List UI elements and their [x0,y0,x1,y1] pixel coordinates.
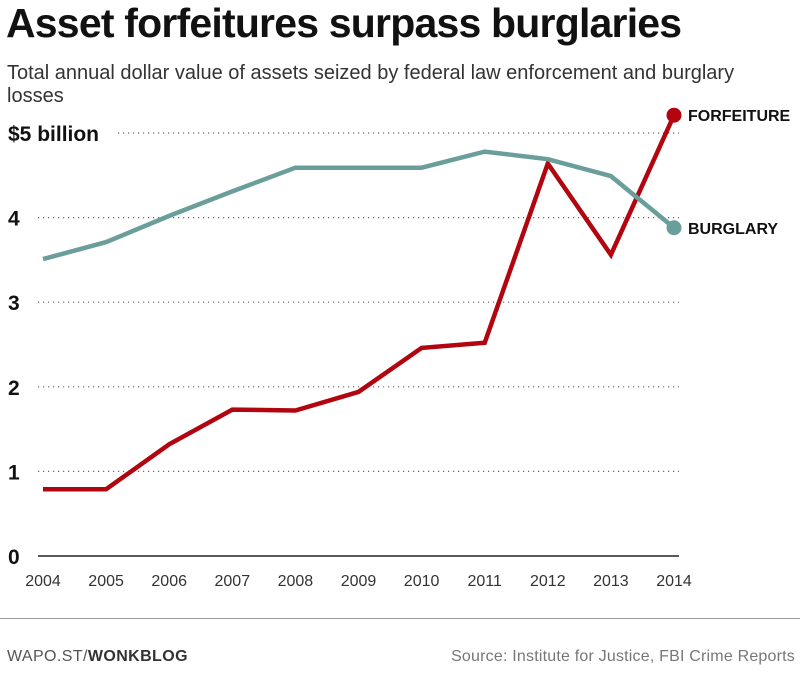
chart-subtitle: Total annual dollar value of assets seiz… [7,62,735,107]
x-tick-label-2008: 2008 [278,573,314,590]
forfeiture-line [43,114,677,492]
x-tick-label-2014: 2014 [656,573,692,590]
x-tick-label-2009: 2009 [341,573,377,590]
x-tick-label-2011: 2011 [467,573,502,590]
x-tick-label-2013: 2013 [593,573,629,590]
y-tick-label-0: 0 [8,546,20,569]
footer-divider [0,618,800,619]
chart-title: Asset forfeitures surpass burglaries [6,0,682,46]
burglary-end-marker [666,220,682,236]
footer-site-prefix: WAPO.ST/ [7,648,88,665]
burglary-series-label: BURGLARY [688,221,778,238]
x-tick-label-2006: 2006 [151,573,187,590]
y-tick-label-5: $5 billion [8,123,99,146]
x-tick-label-2012: 2012 [530,573,566,590]
x-tick-label-2005: 2005 [88,573,124,590]
footer-site-name: WONKBLOG [87,648,188,665]
y-tick-label-3: 3 [8,292,20,315]
y-tick-label-4: 4 [8,208,20,231]
y-tick-label-1: 1 [8,461,20,484]
forfeiture-end-marker [666,107,682,123]
footer-credit: WAPO.ST/WONKBLOG [7,648,188,666]
x-tick-label-2010: 2010 [404,573,440,590]
x-tick-label-2004: 2004 [25,573,61,590]
forfeiture-series-label: FORFEITURE [688,108,791,125]
x-tick-label-2007: 2007 [215,573,251,590]
burglary-line [42,149,676,262]
footer-source: Source: Institute for Justice, FBI Crime… [451,648,795,665]
y-tick-label-2: 2 [8,377,20,400]
